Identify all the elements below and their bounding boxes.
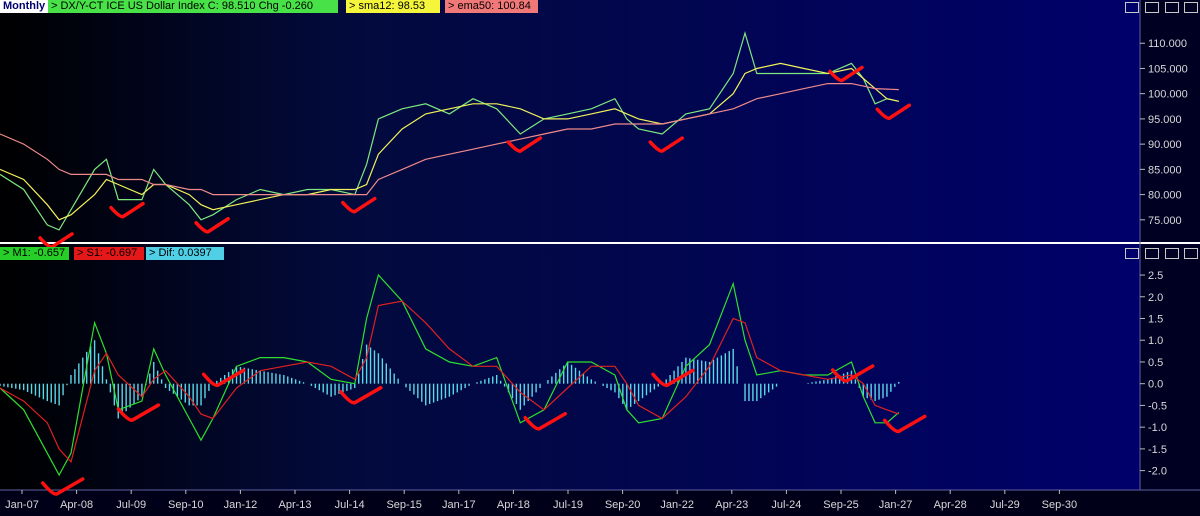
x-tick-label-3: Sep-10 xyxy=(168,499,203,511)
y-tick-label-lower-4: 0.5 xyxy=(1148,357,1163,369)
y-tick-label-lower-5: 0.0 xyxy=(1148,379,1163,391)
annotation-check-lower-7 xyxy=(883,414,927,434)
dif-label: > Dif: 0.0397 xyxy=(146,247,224,260)
ema-label: > ema50: 100.84 xyxy=(445,0,538,13)
annotation-check-upper-2 xyxy=(194,217,230,234)
y-tick-label-lower-0: 2.5 xyxy=(1148,270,1163,282)
series-sma12 xyxy=(0,62,899,221)
y-tick-label-lower-6: -0.5 xyxy=(1148,400,1167,412)
y-tick-label-lower-7: -1.0 xyxy=(1148,422,1167,434)
annotation-check-lower-1 xyxy=(116,403,161,422)
x-tick-label-4: Jan-12 xyxy=(224,499,258,511)
annotation-check-upper-6 xyxy=(828,65,864,83)
y-tick-label-upper-3: 95.000 xyxy=(1148,114,1182,126)
x-tick-label-7: Sep-15 xyxy=(386,499,421,511)
annotation-check-upper-4 xyxy=(506,136,543,153)
m1-label: > M1: -0.657 xyxy=(0,247,69,260)
y-tick-label-upper-2: 100.000 xyxy=(1148,89,1188,101)
x-tick-label-5: Apr-13 xyxy=(278,499,311,511)
minimize-button-upper[interactable] xyxy=(1125,2,1139,13)
y-tick-label-upper-5: 85.000 xyxy=(1148,164,1182,176)
y-tick-label-lower-8: -1.5 xyxy=(1148,444,1167,456)
y-tick-label-upper-4: 90.000 xyxy=(1148,139,1182,151)
y-tick-label-lower-1: 2.0 xyxy=(1148,292,1163,304)
y-tick-label-lower-9: -2.0 xyxy=(1148,466,1167,478)
y-tick-label-upper-6: 80.000 xyxy=(1148,190,1182,202)
annotation-check-lower-5 xyxy=(651,368,695,388)
s1-label: > S1: -0.697 xyxy=(74,247,144,260)
x-tick-label-14: Jul-24 xyxy=(771,499,801,511)
period-label[interactable]: Monthly xyxy=(0,0,50,13)
x-tick-label-13: Apr-23 xyxy=(715,499,748,511)
x-tick-label-2: Jul-09 xyxy=(116,499,146,511)
sma-label: > sma12: 98.53 xyxy=(346,0,440,13)
x-tick-label-9: Apr-18 xyxy=(497,499,530,511)
minimize-button-lower[interactable] xyxy=(1125,248,1139,259)
annotation-check-upper-1 xyxy=(109,201,145,219)
series-S1 xyxy=(0,300,900,464)
restore-button-upper[interactable] xyxy=(1145,2,1159,13)
annotation-check-lower-4 xyxy=(523,412,568,431)
restore-button-lower[interactable] xyxy=(1145,248,1159,259)
maximize-button-upper[interactable] xyxy=(1165,2,1179,13)
annotation-check-upper-7 xyxy=(875,103,912,121)
y-tick-label-upper-0: 110.000 xyxy=(1148,38,1187,50)
x-tick-label-18: Jul-29 xyxy=(990,499,1020,511)
x-tick-label-1: Apr-08 xyxy=(60,499,93,511)
plot-background xyxy=(0,0,1140,490)
close-button-lower[interactable] xyxy=(1184,248,1198,259)
series-M1 xyxy=(0,273,900,477)
annotation-check-lower-3 xyxy=(339,385,383,405)
close-button-upper[interactable] xyxy=(1184,2,1198,13)
annotation-check-lower-0 xyxy=(41,477,85,496)
x-tick-label-12: Jan-22 xyxy=(660,499,694,511)
annotation-check-lower-6 xyxy=(830,364,875,383)
x-tick-label-6: Jul-14 xyxy=(335,499,365,511)
symbol-label: > DX/Y-CT ICE US Dollar Index C: 98.510 … xyxy=(48,0,338,13)
y-tick-label-upper-1: 105.000 xyxy=(1148,63,1188,75)
xaxis-background xyxy=(0,490,1200,516)
x-tick-label-8: Jan-17 xyxy=(442,499,476,511)
maximize-button-lower[interactable] xyxy=(1165,248,1179,259)
annotation-check-upper-3 xyxy=(341,196,377,214)
x-tick-label-17: Apr-28 xyxy=(934,499,967,511)
annotation-check-upper-0 xyxy=(38,232,74,249)
series-ema50 xyxy=(0,82,899,196)
y-tick-label-lower-2: 1.5 xyxy=(1148,314,1163,326)
x-tick-label-0: Jan-07 xyxy=(5,499,39,511)
y-tick-label-upper-7: 75.000 xyxy=(1148,215,1182,227)
x-tick-label-15: Sep-25 xyxy=(823,499,858,511)
series-price xyxy=(0,30,899,231)
annotation-check-lower-2 xyxy=(201,368,246,388)
x-tick-label-19: Sep-30 xyxy=(1042,499,1077,511)
x-tick-label-11: Sep-20 xyxy=(605,499,640,511)
y-tick-label-lower-3: 1.0 xyxy=(1148,335,1163,347)
annotation-check-upper-5 xyxy=(648,136,684,153)
x-tick-label-10: Jul-19 xyxy=(553,499,583,511)
x-tick-label-16: Jan-27 xyxy=(879,499,913,511)
